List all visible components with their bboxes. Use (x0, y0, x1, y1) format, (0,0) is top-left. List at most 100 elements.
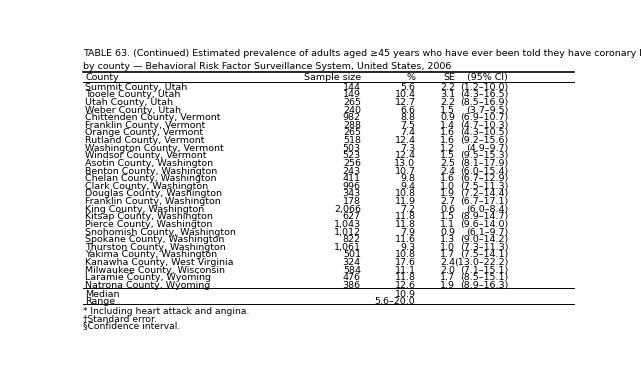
Text: (6.0–8.4): (6.0–8.4) (466, 205, 508, 214)
Text: 996: 996 (343, 182, 361, 191)
Text: (9.5–15.3): (9.5–15.3) (460, 151, 508, 160)
Text: Tooele County, Utah: Tooele County, Utah (85, 90, 181, 99)
Text: 13.0: 13.0 (394, 159, 415, 168)
Text: 0.9: 0.9 (440, 113, 455, 122)
Text: 11.9: 11.9 (394, 197, 415, 206)
Text: 256: 256 (343, 159, 361, 168)
Text: (7.5–14.1): (7.5–14.1) (460, 250, 508, 259)
Text: 584: 584 (343, 266, 361, 275)
Text: Rutland County, Vermont: Rutland County, Vermont (85, 136, 204, 145)
Text: 265: 265 (343, 98, 361, 107)
Text: 2.7: 2.7 (440, 197, 455, 206)
Text: 386: 386 (343, 281, 361, 290)
Text: 0.6: 0.6 (440, 205, 455, 214)
Text: Median: Median (85, 290, 120, 299)
Text: by county — Behavioral Risk Factor Surveillance System, United States, 2006: by county — Behavioral Risk Factor Surve… (83, 62, 451, 72)
Text: 2.4: 2.4 (440, 166, 455, 176)
Text: 1.5: 1.5 (440, 212, 455, 221)
Text: 11.6: 11.6 (394, 235, 415, 244)
Text: 9.3: 9.3 (401, 243, 415, 252)
Text: 1,061: 1,061 (334, 243, 361, 252)
Text: 10.4: 10.4 (394, 90, 415, 99)
Text: 12.7: 12.7 (394, 98, 415, 107)
Text: Asotin County, Washington: Asotin County, Washington (85, 159, 213, 168)
Text: (8.5–16.9): (8.5–16.9) (460, 98, 508, 107)
Text: 288: 288 (343, 121, 361, 130)
Text: 1.0: 1.0 (440, 182, 455, 191)
Text: (6.0–15.4): (6.0–15.4) (460, 166, 508, 176)
Text: Snohomish County, Washington: Snohomish County, Washington (85, 227, 236, 237)
Text: 12.4: 12.4 (394, 136, 415, 145)
Text: 265: 265 (343, 128, 361, 138)
Text: 324: 324 (343, 258, 361, 267)
Text: (6.7–12.9): (6.7–12.9) (460, 174, 508, 183)
Text: Thurston County, Washington: Thurston County, Washington (85, 243, 226, 252)
Text: Weber County, Utah: Weber County, Utah (85, 106, 181, 115)
Text: (7.1–15.1): (7.1–15.1) (460, 266, 508, 275)
Text: 240: 240 (343, 106, 361, 115)
Text: 11.8: 11.8 (394, 220, 415, 229)
Text: Milwaukee County, Wisconsin: Milwaukee County, Wisconsin (85, 266, 225, 275)
Text: Natrona County, Wyoming: Natrona County, Wyoming (85, 281, 210, 290)
Text: (7.2–14.4): (7.2–14.4) (460, 189, 508, 199)
Text: 149: 149 (343, 90, 361, 99)
Text: Kanawha County, West Virginia: Kanawha County, West Virginia (85, 258, 233, 267)
Text: 627: 627 (343, 212, 361, 221)
Text: 343: 343 (342, 189, 361, 199)
Text: 12.4: 12.4 (394, 151, 415, 160)
Text: 1.1: 1.1 (440, 220, 455, 229)
Text: 1.6: 1.6 (440, 128, 455, 138)
Text: (7.3–11.3): (7.3–11.3) (460, 243, 508, 252)
Text: Summit County, Utah: Summit County, Utah (85, 83, 187, 92)
Text: Douglas County, Washington: Douglas County, Washington (85, 189, 222, 199)
Text: Chelan County, Washington: Chelan County, Washington (85, 174, 217, 183)
Text: 518: 518 (343, 136, 361, 145)
Text: 1.7: 1.7 (440, 274, 455, 282)
Text: (9.6–14.0): (9.6–14.0) (460, 220, 508, 229)
Text: Pierce County, Washington: Pierce County, Washington (85, 220, 212, 229)
Text: 10.9: 10.9 (394, 290, 415, 299)
Text: 10.7: 10.7 (394, 166, 415, 176)
Text: 6.6: 6.6 (401, 106, 415, 115)
Text: 1.6: 1.6 (440, 136, 455, 145)
Text: Laramie County, Wyoming: Laramie County, Wyoming (85, 274, 211, 282)
Text: 2.2: 2.2 (440, 83, 455, 92)
Text: (3.7–9.5): (3.7–9.5) (466, 106, 508, 115)
Text: (6.7–17.1): (6.7–17.1) (460, 197, 508, 206)
Text: 11.8: 11.8 (394, 212, 415, 221)
Text: 503: 503 (343, 144, 361, 153)
Text: (7.5–11.3): (7.5–11.3) (460, 182, 508, 191)
Text: Yakima County, Washington: Yakima County, Washington (85, 250, 217, 259)
Text: †Standard error.: †Standard error. (83, 314, 156, 323)
Text: (95% CI): (95% CI) (467, 73, 508, 82)
Text: 7.3: 7.3 (401, 144, 415, 153)
Text: Washington County, Vermont: Washington County, Vermont (85, 144, 224, 153)
Text: (13.0–22.2): (13.0–22.2) (454, 258, 508, 267)
Text: 7.9: 7.9 (401, 227, 415, 237)
Text: 1,012: 1,012 (334, 227, 361, 237)
Text: Franklin County, Washington: Franklin County, Washington (85, 197, 221, 206)
Text: (4.9–9.7): (4.9–9.7) (466, 144, 508, 153)
Text: (8.9–14.7): (8.9–14.7) (460, 212, 508, 221)
Text: 476: 476 (343, 274, 361, 282)
Text: Franklin County, Vermont: Franklin County, Vermont (85, 121, 205, 130)
Text: (4.3–16.5): (4.3–16.5) (460, 90, 508, 99)
Text: 9.8: 9.8 (401, 174, 415, 183)
Text: 12.6: 12.6 (394, 281, 415, 290)
Text: 144: 144 (343, 83, 361, 92)
Text: 8.8: 8.8 (401, 113, 415, 122)
Text: (8.1–17.9): (8.1–17.9) (460, 159, 508, 168)
Text: Chittenden County, Vermont: Chittenden County, Vermont (85, 113, 221, 122)
Text: 5.6: 5.6 (401, 83, 415, 92)
Text: 3.1: 3.1 (440, 90, 455, 99)
Text: 982: 982 (343, 113, 361, 122)
Text: (9.2–15.6): (9.2–15.6) (460, 136, 508, 145)
Text: (8.9–16.3): (8.9–16.3) (460, 281, 508, 290)
Text: (4.7–10.3): (4.7–10.3) (460, 121, 508, 130)
Text: 411: 411 (343, 174, 361, 183)
Text: (6.1–9.7): (6.1–9.7) (466, 227, 508, 237)
Text: (1.2–10.0): (1.2–10.0) (460, 83, 508, 92)
Text: 1.7: 1.7 (440, 250, 455, 259)
Text: Utah County, Utah: Utah County, Utah (85, 98, 173, 107)
Text: (6.9–10.7): (6.9–10.7) (460, 113, 508, 122)
